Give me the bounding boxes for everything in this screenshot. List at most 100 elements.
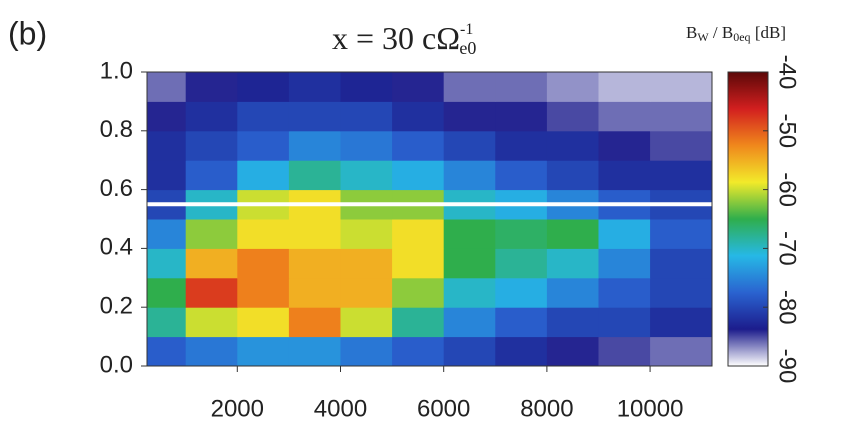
heat-cell <box>147 101 187 132</box>
x-tick-label: 4000 <box>314 395 367 422</box>
colorbar-tick-label: -60 <box>774 172 801 207</box>
heat-cell <box>392 72 445 102</box>
colorbar-title: BW / B0eq [dB] <box>686 23 786 44</box>
heat-cell <box>340 219 393 249</box>
heat-cell <box>392 160 445 191</box>
heat-cell <box>598 307 651 338</box>
colorbar-tick-label: -50 <box>774 113 801 148</box>
heat-cell <box>185 248 238 279</box>
heat-cell <box>443 160 496 191</box>
heat-cell <box>147 277 187 308</box>
heat-cell <box>185 277 238 308</box>
heat-cell <box>546 248 599 279</box>
heat-cell <box>288 130 341 161</box>
cb-end: [dB] <box>751 23 786 42</box>
heat-cell <box>598 101 651 132</box>
heat-cell <box>185 72 238 102</box>
heat-cell <box>495 248 548 279</box>
heat-cell <box>392 277 445 308</box>
heat-cell <box>340 72 393 102</box>
cb-mid: / B <box>709 23 734 42</box>
x-tick-label: 8000 <box>520 395 573 422</box>
colorbar-tick-label: -70 <box>774 231 801 266</box>
heat-cell <box>546 130 599 161</box>
heat-cell <box>650 160 713 191</box>
heat-cell <box>443 130 496 161</box>
heat-cell <box>340 160 393 191</box>
title-sub: e0 <box>459 38 476 58</box>
heat-cell <box>147 219 187 249</box>
heat-cell <box>237 160 290 191</box>
y-tick-label: 0.0 <box>100 351 133 378</box>
heat-cell <box>495 101 548 132</box>
heat-cell <box>237 101 290 132</box>
heat-cell <box>443 72 496 102</box>
heat-cell <box>650 72 713 102</box>
heat-cell <box>392 130 445 161</box>
chart-title: x = 30 cΩ-1 e0 <box>332 20 476 58</box>
heat-cell <box>443 277 496 308</box>
heat-cell <box>443 336 496 367</box>
heat-cell <box>650 277 713 308</box>
cb-s1: W <box>697 30 709 44</box>
heat-cell <box>340 277 393 308</box>
plot-area <box>146 71 713 367</box>
heat-cell <box>598 277 651 308</box>
heat-cell <box>288 101 341 132</box>
heat-cell <box>650 130 713 161</box>
heat-cell <box>147 72 187 102</box>
heat-cell <box>288 248 341 279</box>
heat-cell <box>495 307 548 338</box>
colorbar <box>727 71 769 367</box>
heat-cell <box>237 336 290 367</box>
heat-cell <box>546 219 599 249</box>
heat-cell <box>147 248 187 279</box>
heat-cell <box>147 336 187 367</box>
heat-cell <box>237 130 290 161</box>
cb-b1: B <box>686 23 697 42</box>
heat-cell <box>495 130 548 161</box>
heat-cell <box>340 101 393 132</box>
heat-cell <box>650 248 713 279</box>
heat-cell <box>288 72 341 102</box>
heat-cell <box>185 130 238 161</box>
heat-cell <box>392 101 445 132</box>
heat-cell <box>650 307 713 338</box>
x-tick-label: 6000 <box>417 395 470 422</box>
heat-cell <box>185 101 238 132</box>
heat-cell <box>147 130 187 161</box>
plot-frame <box>146 71 713 367</box>
heat-cell <box>443 248 496 279</box>
colorbar-tick-label: -40 <box>774 55 801 90</box>
heat-cell <box>598 130 651 161</box>
heat-cell <box>495 277 548 308</box>
y-tick-label: 0.8 <box>100 116 133 143</box>
heat-cell <box>392 336 445 367</box>
heat-cell <box>340 248 393 279</box>
heat-cell <box>443 101 496 132</box>
heat-cell <box>392 307 445 338</box>
heat-cell <box>546 101 599 132</box>
heat-cell <box>546 307 599 338</box>
heat-cell <box>598 248 651 279</box>
heat-cell <box>495 160 548 191</box>
y-tick-label: 0.6 <box>100 175 133 202</box>
heat-cell <box>495 336 548 367</box>
heat-cell <box>443 219 496 249</box>
heat-cell <box>598 160 651 191</box>
heat-cell <box>237 248 290 279</box>
heat-cell <box>288 307 341 338</box>
heat-cell <box>650 219 713 249</box>
heat-cell <box>185 336 238 367</box>
title-sup: -1 <box>460 21 473 38</box>
heat-cell <box>392 219 445 249</box>
y-tick-label: 0.4 <box>100 234 133 261</box>
heat-cell <box>650 336 713 367</box>
heat-cell <box>392 248 445 279</box>
heat-cell <box>546 277 599 308</box>
heat-cell <box>495 72 548 102</box>
heat-cell <box>598 219 651 249</box>
heat-cell <box>237 72 290 102</box>
y-tick-label: 1.0 <box>100 57 133 84</box>
